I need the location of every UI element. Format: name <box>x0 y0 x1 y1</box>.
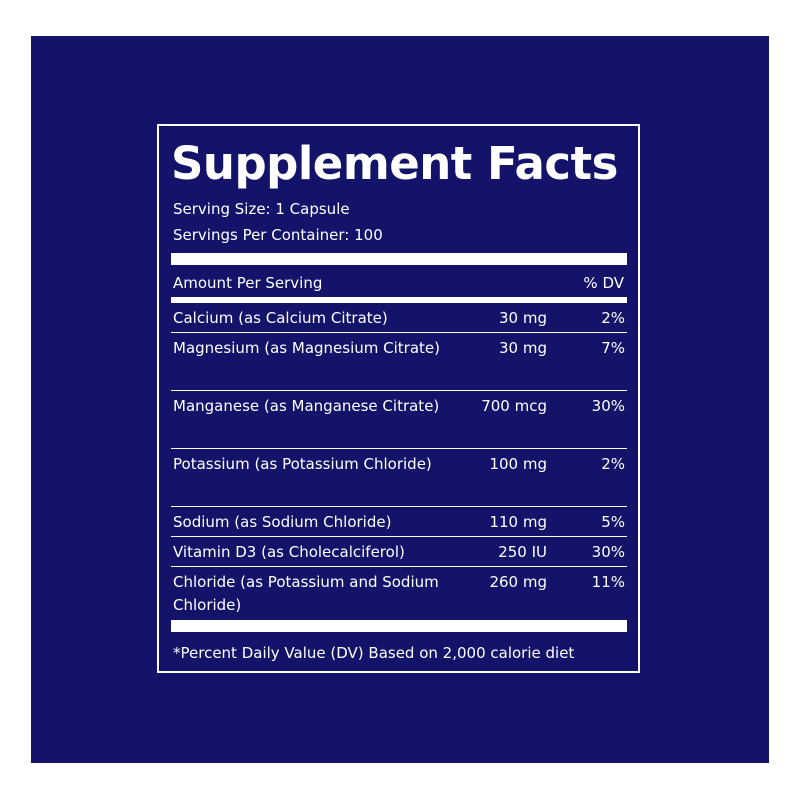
nutrient-dv: 2% <box>601 455 625 473</box>
nutrient-amount: 100 mg <box>489 455 547 473</box>
servings-per-container: Servings Per Container: 100 <box>173 226 383 244</box>
nutrient-name: Magnesium (as Magnesium Citrate) <box>173 339 440 357</box>
supplement-facts-label: Supplement Facts Serving Size: 1 Capsule… <box>157 124 640 673</box>
nutrient-name: Manganese (as Manganese Citrate) <box>173 397 440 415</box>
medium-divider <box>171 297 627 303</box>
nutrient-amount: 110 mg <box>489 513 547 531</box>
nutrient-amount: 30 mg <box>499 309 547 327</box>
navy-background-panel <box>31 36 769 763</box>
table-row: Manganese (as Manganese Citrate) 700 mcg… <box>171 391 627 449</box>
nutrient-dv: 7% <box>601 339 625 357</box>
nutrient-amount: 700 mcg <box>481 397 547 415</box>
table-row: Sodium (as Sodium Chloride) 110 mg 5% <box>171 507 627 537</box>
nutrient-amount: 30 mg <box>499 339 547 357</box>
nutrient-amount: 250 IU <box>498 543 547 561</box>
table-row: Magnesium (as Magnesium Citrate) 30 mg 7… <box>171 333 627 391</box>
nutrient-table: Calcium (as Calcium Citrate) 30 mg 2% Ma… <box>171 303 627 625</box>
label-title: Supplement Facts <box>171 137 618 190</box>
table-row: Chloride (as Potassium and Sodium Chlori… <box>171 567 627 625</box>
thick-divider-bottom <box>171 620 627 632</box>
nutrient-name: Chloride (as Potassium and Sodium Chlori… <box>173 573 439 614</box>
nutrient-name: Sodium (as Sodium Chloride) <box>173 513 392 531</box>
serving-size: Serving Size: 1 Capsule <box>173 200 350 218</box>
thick-divider-top <box>171 253 627 265</box>
nutrient-amount: 260 mg <box>489 573 547 591</box>
nutrient-dv: 30% <box>591 397 625 415</box>
daily-value-header: % DV <box>583 274 624 292</box>
nutrient-dv: 11% <box>591 573 625 591</box>
nutrient-name: Calcium (as Calcium Citrate) <box>173 309 388 327</box>
amount-per-serving-header: Amount Per Serving <box>173 274 323 292</box>
table-row: Potassium (as Potassium Chloride) 100 mg… <box>171 449 627 507</box>
nutrient-dv: 30% <box>591 543 625 561</box>
nutrient-name: Potassium (as Potassium Chloride) <box>173 455 432 473</box>
table-row: Calcium (as Calcium Citrate) 30 mg 2% <box>171 303 627 333</box>
nutrient-name: Vitamin D3 (as Cholecalciferol) <box>173 543 405 561</box>
nutrient-dv: 5% <box>601 513 625 531</box>
nutrient-dv: 2% <box>601 309 625 327</box>
daily-value-footnote: *Percent Daily Value (DV) Based on 2,000… <box>173 644 575 662</box>
table-row: Vitamin D3 (as Cholecalciferol) 250 IU 3… <box>171 537 627 567</box>
